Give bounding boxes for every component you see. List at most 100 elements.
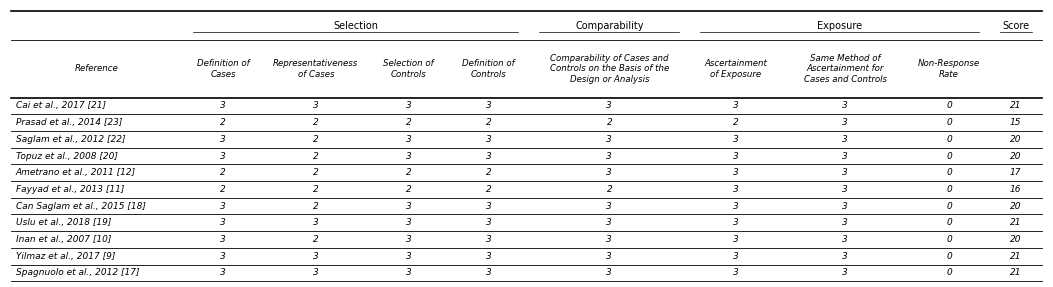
Text: 15: 15 [1010,118,1021,127]
Text: 3: 3 [733,135,738,144]
Text: 2: 2 [405,118,412,127]
Text: Inan et al., 2007 [10]: Inan et al., 2007 [10] [16,235,112,244]
Text: 3: 3 [842,235,848,244]
Text: Saglam et al., 2012 [22]: Saglam et al., 2012 [22] [16,135,125,144]
Text: 3: 3 [842,152,848,160]
Text: 3: 3 [220,101,225,110]
Text: Comparability of Cases and
Controls on the Basis of the
Design or Analysis: Comparability of Cases and Controls on t… [550,54,669,84]
Text: 2: 2 [313,185,319,194]
Text: Can Saglam et al., 2015 [18]: Can Saglam et al., 2015 [18] [16,202,145,211]
Text: 2: 2 [405,168,412,177]
Text: 3: 3 [842,218,848,227]
Text: 2: 2 [220,185,225,194]
Text: 3: 3 [733,101,738,110]
Text: 3: 3 [485,152,492,160]
Text: Spagnuolo et al., 2012 [17]: Spagnuolo et al., 2012 [17] [16,268,139,278]
Text: 0: 0 [947,185,952,194]
Text: 0: 0 [947,268,952,278]
Text: 2: 2 [313,152,319,160]
Text: 0: 0 [947,218,952,227]
Text: 3: 3 [607,218,612,227]
Text: 17: 17 [1010,168,1021,177]
Text: 3: 3 [733,202,738,211]
Text: 3: 3 [405,202,412,211]
Text: Prasad et al., 2014 [23]: Prasad et al., 2014 [23] [16,118,122,127]
Text: 2: 2 [220,118,225,127]
Text: 2: 2 [313,202,319,211]
Text: 3: 3 [842,135,848,144]
Text: Definition of
Controls: Definition of Controls [462,59,515,79]
Text: Selection: Selection [334,21,378,31]
Text: Representativeness
of Cases: Representativeness of Cases [273,59,358,79]
Text: 3: 3 [405,152,412,160]
Text: 3: 3 [405,268,412,278]
Text: 21: 21 [1010,218,1021,227]
Text: 3: 3 [485,101,492,110]
Text: Selection of
Controls: Selection of Controls [383,59,434,79]
Text: 2: 2 [607,118,612,127]
Text: 3: 3 [313,218,319,227]
Text: 3: 3 [220,152,225,160]
Text: 3: 3 [405,101,412,110]
Text: 3: 3 [842,118,848,127]
Text: 3: 3 [733,185,738,194]
Text: 3: 3 [220,135,225,144]
Text: 20: 20 [1010,202,1021,211]
Text: Score: Score [1002,21,1030,31]
Text: 3: 3 [405,135,412,144]
Text: 2: 2 [733,118,738,127]
Text: 2: 2 [485,168,492,177]
Text: Ascertainment
of Exposure: Ascertainment of Exposure [704,59,767,79]
Text: Reference: Reference [75,64,119,73]
Text: 2: 2 [405,185,412,194]
Text: 0: 0 [947,101,952,110]
Text: 3: 3 [485,252,492,261]
Text: 3: 3 [842,185,848,194]
Text: 3: 3 [405,235,412,244]
Text: 2: 2 [313,118,319,127]
Text: 3: 3 [733,252,738,261]
Text: 2: 2 [313,135,319,144]
Text: Uslu et al., 2018 [19]: Uslu et al., 2018 [19] [16,218,112,227]
Text: 3: 3 [405,218,412,227]
Text: 3: 3 [405,252,412,261]
Text: 20: 20 [1010,135,1021,144]
Text: 0: 0 [947,202,952,211]
Text: 0: 0 [947,252,952,261]
Text: 3: 3 [220,235,225,244]
Text: 3: 3 [842,268,848,278]
Text: 3: 3 [733,152,738,160]
Text: 3: 3 [313,101,319,110]
Text: 20: 20 [1010,235,1021,244]
Text: 0: 0 [947,152,952,160]
Text: 3: 3 [842,202,848,211]
Text: 3: 3 [485,218,492,227]
Text: Fayyad et al., 2013 [11]: Fayyad et al., 2013 [11] [16,185,124,194]
Text: 16: 16 [1010,185,1021,194]
Text: 3: 3 [607,168,612,177]
Text: 3: 3 [842,168,848,177]
Text: Comparability: Comparability [575,21,643,31]
Text: Topuz et al., 2008 [20]: Topuz et al., 2008 [20] [16,152,118,160]
Text: 3: 3 [485,202,492,211]
Text: 20: 20 [1010,152,1021,160]
Text: 3: 3 [313,252,319,261]
Text: Definition of
Cases: Definition of Cases [197,59,250,79]
Text: 3: 3 [220,268,225,278]
Text: 2: 2 [485,185,492,194]
Text: 2: 2 [607,185,612,194]
Text: 3: 3 [485,268,492,278]
Text: 0: 0 [947,118,952,127]
Text: 3: 3 [485,135,492,144]
Text: 21: 21 [1010,252,1021,261]
Text: 3: 3 [220,218,225,227]
Text: 0: 0 [947,235,952,244]
Text: Exposure: Exposure [817,21,862,31]
Text: Ametrano et al., 2011 [12]: Ametrano et al., 2011 [12] [16,168,136,177]
Text: 2: 2 [220,168,225,177]
Text: 3: 3 [313,268,319,278]
Text: 0: 0 [947,168,952,177]
Text: 21: 21 [1010,101,1021,110]
Text: 3: 3 [733,235,738,244]
Text: Cai et al., 2017 [21]: Cai et al., 2017 [21] [16,101,105,110]
